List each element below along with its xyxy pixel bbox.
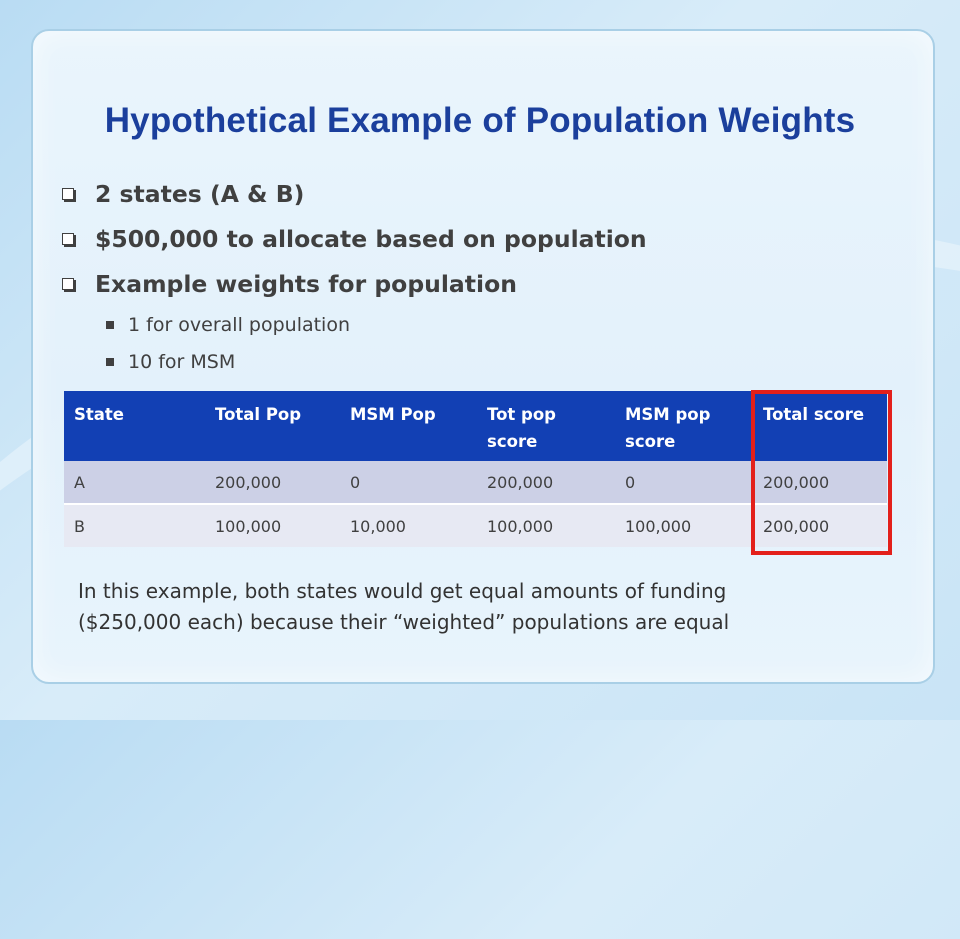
- column-header-msm-pop-score: MSM pop score: [615, 391, 753, 461]
- table-cell: 200,000: [205, 461, 340, 505]
- table-cell: 200,000: [477, 461, 615, 505]
- sub-bullet-item-1: 1 for overall population: [106, 314, 350, 336]
- table-cell: 0: [340, 461, 477, 505]
- explanation-note: In this example, both states would get e…: [78, 576, 858, 638]
- sub-bullet-text: 1 for overall population: [128, 314, 351, 336]
- table-cell: 200,000: [753, 461, 887, 505]
- column-header-total-score: Total score: [753, 391, 887, 461]
- hollow-square-bullet-icon: [62, 188, 74, 200]
- table-header-row: State Total Pop MSM Pop Tot pop score MS…: [64, 391, 887, 461]
- total-score-highlight-box: [751, 390, 892, 555]
- table-cell: 0: [615, 461, 753, 505]
- table-cell: B: [64, 504, 205, 547]
- table-row: A 200,000 0 200,000 0 200,000: [64, 461, 887, 505]
- hollow-square-bullet-icon: [62, 233, 74, 245]
- bullet-item-2: $500,000 to allocate based on population: [62, 225, 647, 253]
- table-cell: 100,000: [205, 504, 340, 547]
- column-header-state: State: [64, 391, 205, 461]
- table-cell: 200,000: [753, 504, 887, 547]
- column-header-total-pop: Total Pop: [205, 391, 340, 461]
- bullet-text: Example weights for population: [95, 270, 517, 298]
- column-header-tot-pop-score: Tot pop score: [477, 391, 615, 461]
- bullet-item-1: 2 states (A & B): [62, 180, 304, 208]
- table-cell: 100,000: [615, 504, 753, 547]
- filled-square-bullet-icon: [106, 321, 114, 329]
- sub-bullet-item-2: 10 for MSM: [106, 351, 235, 373]
- content-panel: [31, 29, 935, 684]
- table-row: B 100,000 10,000 100,000 100,000 200,000: [64, 504, 887, 547]
- slide-title: Hypothetical Example of Population Weigh…: [104, 101, 856, 140]
- note-line-1: In this example, both states would get e…: [78, 579, 727, 603]
- table-cell: 100,000: [477, 504, 615, 547]
- hollow-square-bullet-icon: [62, 278, 74, 290]
- column-header-msm-pop: MSM Pop: [340, 391, 477, 461]
- bullet-text: 2 states (A & B): [95, 180, 305, 208]
- population-table: State Total Pop MSM Pop Tot pop score MS…: [64, 391, 887, 547]
- table-cell: 10,000: [340, 504, 477, 547]
- note-line-2: ($250,000 each) because their “weighted”…: [78, 610, 730, 634]
- table-cell: A: [64, 461, 205, 505]
- filled-square-bullet-icon: [106, 358, 114, 366]
- sub-bullet-text: 10 for MSM: [128, 351, 236, 373]
- bullet-item-3: Example weights for population: [62, 270, 517, 298]
- bullet-text: $500,000 to allocate based on population: [95, 225, 647, 253]
